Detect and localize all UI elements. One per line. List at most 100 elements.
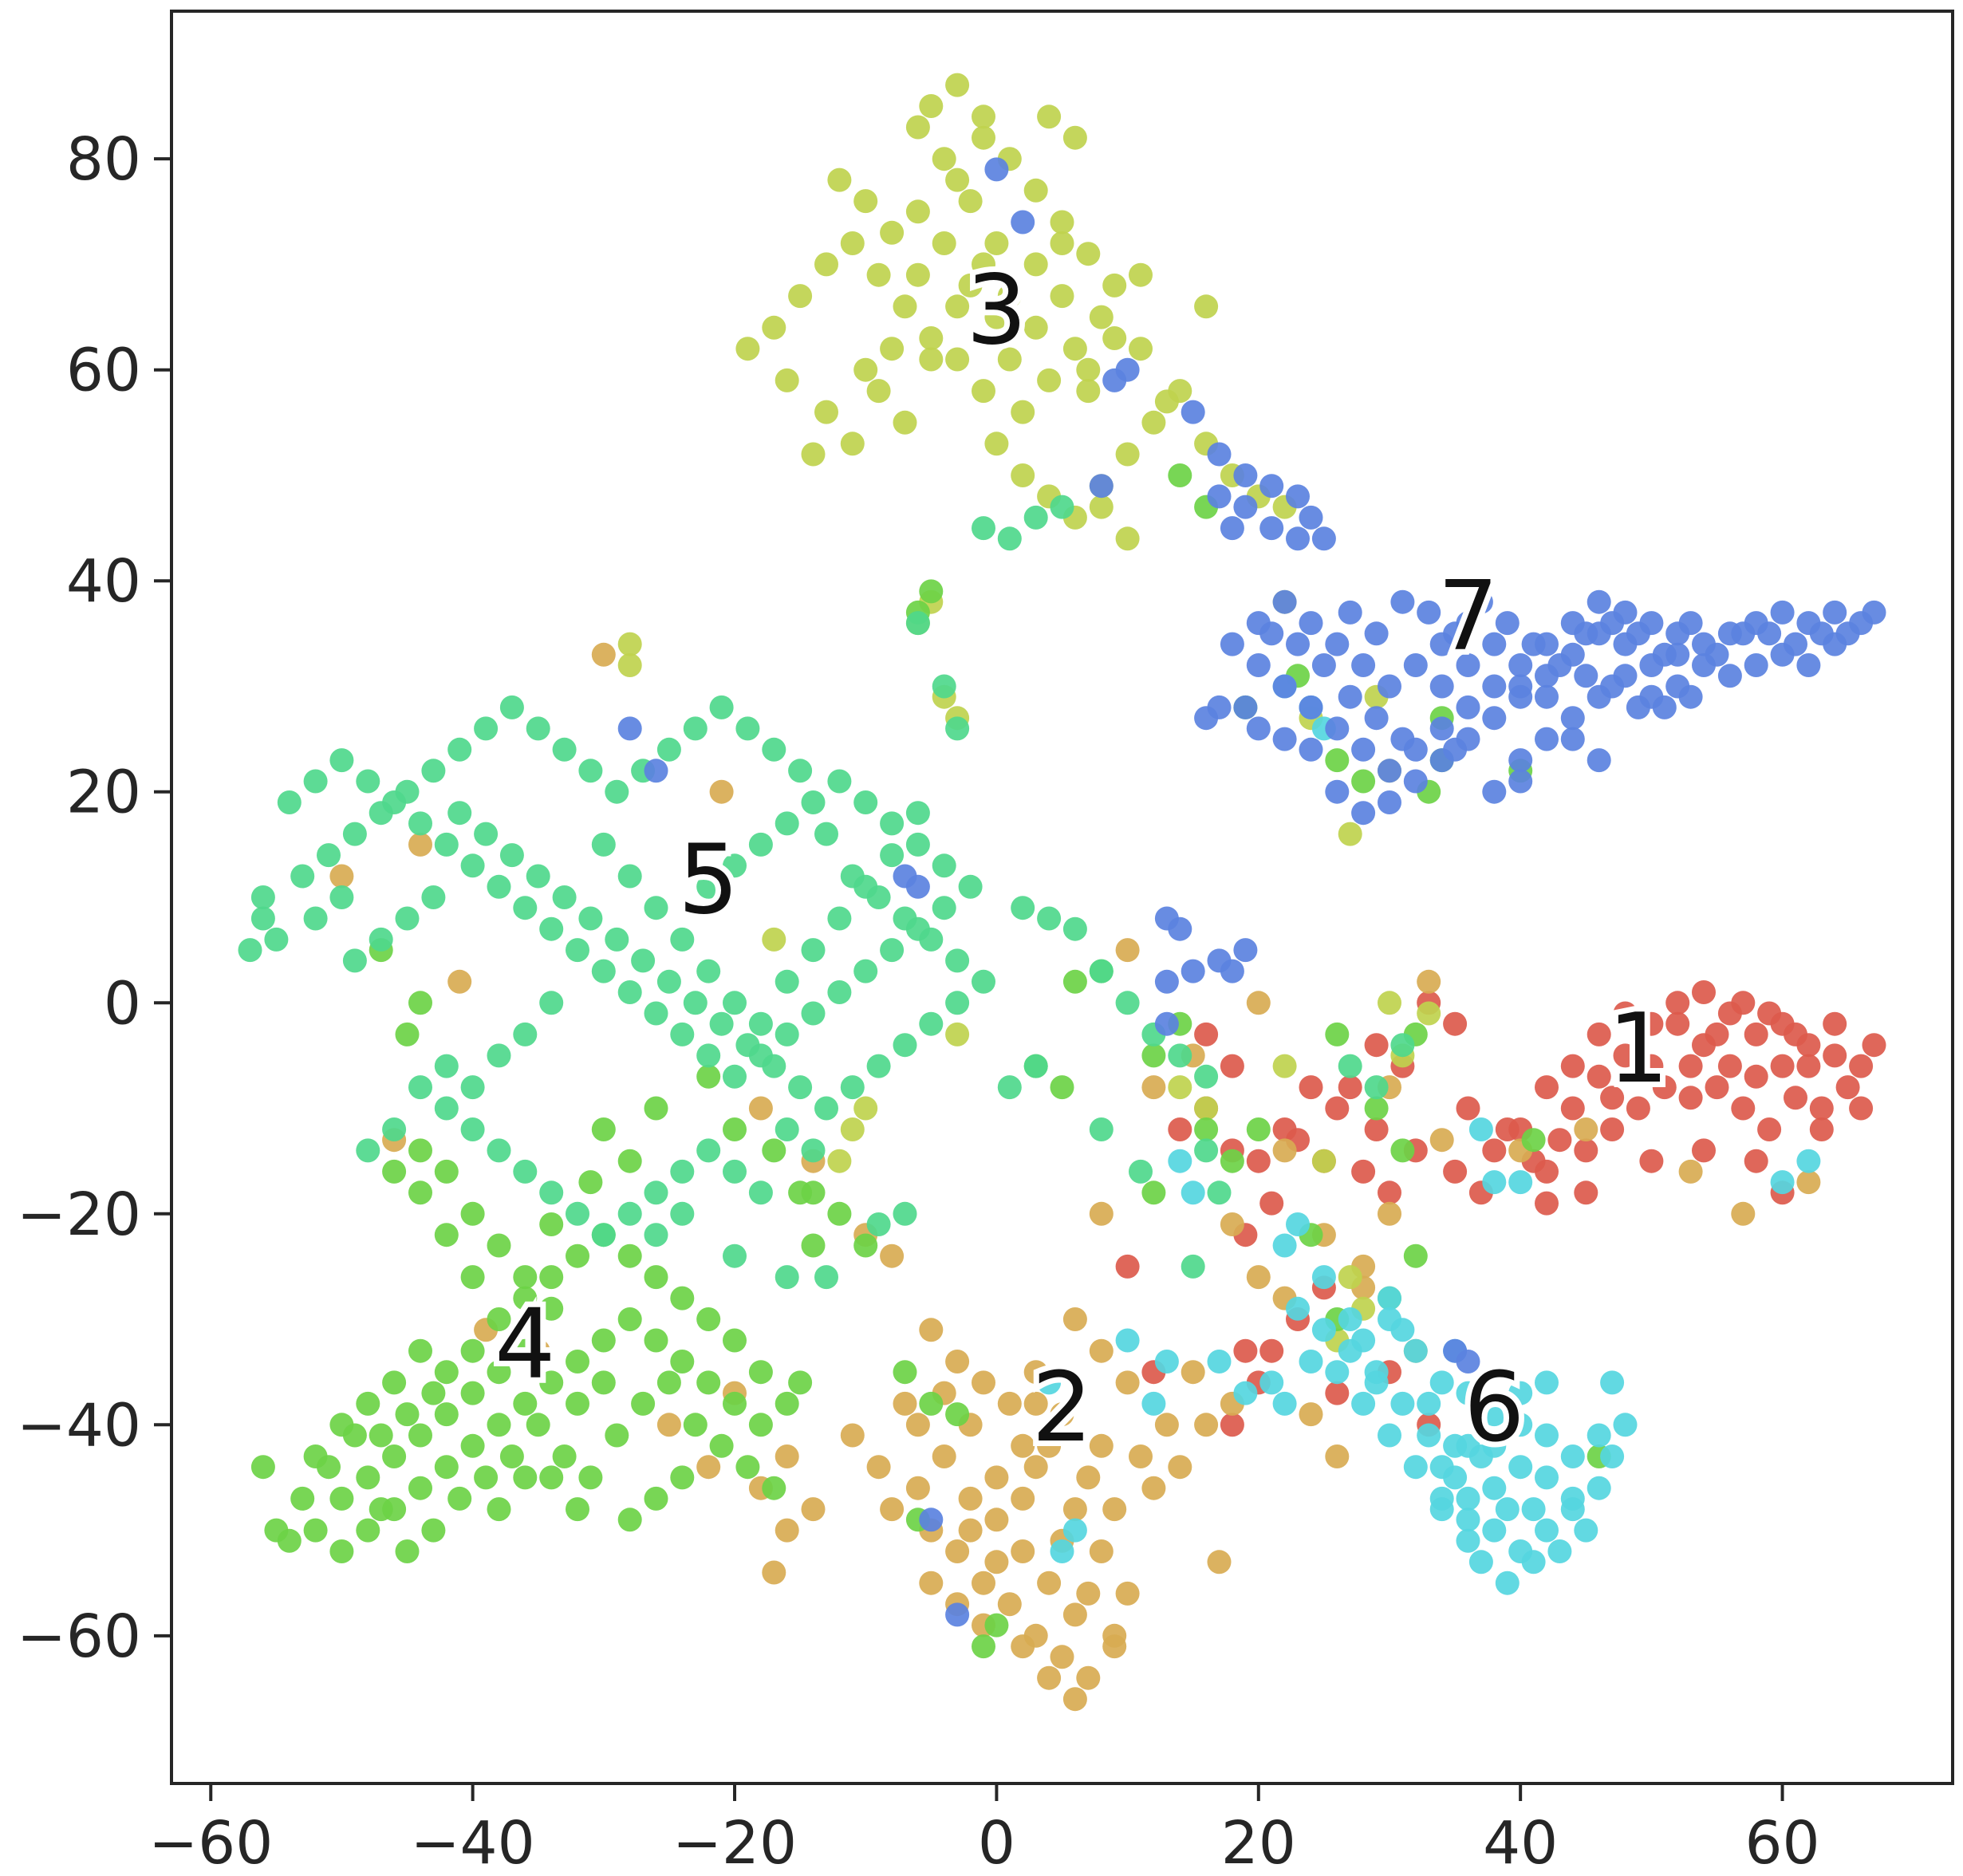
- point-c3-10: [1023, 178, 1048, 203]
- point-c5-144: [644, 1223, 668, 1247]
- point-c5-69: [866, 1054, 891, 1078]
- point-c2-71: [447, 969, 472, 994]
- point-c3-95: [1338, 1265, 1362, 1290]
- point-c1-29: [1482, 1138, 1507, 1163]
- point-c1-18: [1784, 1086, 1807, 1110]
- point-c7-60: [1468, 589, 1493, 614]
- point-c2-36: [1115, 1581, 1140, 1606]
- point-c4-89: [566, 1497, 589, 1522]
- point-c4-104: [1141, 1043, 1166, 1068]
- point-c4-82: [369, 1423, 393, 1448]
- point-c6-3: [1456, 1486, 1480, 1511]
- y-tick-label: −60: [17, 1602, 141, 1671]
- point-c5-96: [566, 1201, 589, 1226]
- point-c5-46: [474, 716, 499, 741]
- point-c3-82: [853, 1096, 878, 1121]
- point-c6-59: [1456, 1528, 1480, 1553]
- point-c4-8: [303, 1518, 328, 1543]
- point-c5-76: [683, 991, 708, 1015]
- point-c2-54: [1023, 1455, 1048, 1480]
- point-c5-117: [775, 969, 799, 994]
- point-c2-6: [880, 1497, 905, 1522]
- point-c2-18: [984, 1508, 1009, 1532]
- point-c5-56: [735, 716, 760, 741]
- point-c1-20: [1731, 1096, 1756, 1121]
- point-c3-56: [905, 115, 930, 140]
- point-c2-31: [919, 1318, 944, 1342]
- point-c7-13: [1325, 716, 1350, 741]
- point-c2-84: [1325, 1444, 1350, 1468]
- point-c5-43: [395, 779, 420, 804]
- point-c4-106: [1141, 1180, 1166, 1205]
- point-c6-32: [1521, 1550, 1546, 1574]
- point-c7-15: [1378, 759, 1401, 783]
- point-c5-138: [893, 1201, 917, 1226]
- point-c7-53: [1535, 727, 1559, 751]
- point-c4-114: [1220, 1149, 1244, 1173]
- point-c2-10: [997, 1592, 1022, 1617]
- point-c5-153: [1207, 1180, 1232, 1205]
- point-c4-63: [526, 1413, 550, 1437]
- point-c7-126: [1731, 621, 1756, 646]
- point-c6-77: [1154, 1350, 1179, 1374]
- x-tick-label: −60: [148, 1809, 273, 1876]
- point-c5-88: [369, 927, 393, 952]
- point-c4-87: [513, 1465, 538, 1490]
- point-c4-39: [434, 1223, 459, 1247]
- point-c7-65: [1338, 600, 1362, 625]
- point-c3-12: [1076, 242, 1101, 266]
- point-c1-50: [1823, 1011, 1847, 1036]
- point-c4-65: [578, 1465, 603, 1490]
- point-c5-15: [827, 980, 852, 1004]
- point-c7-68: [1259, 621, 1284, 646]
- point-c4-13: [434, 1455, 459, 1480]
- point-c3-86: [1168, 1075, 1192, 1100]
- point-c7-84: [1482, 779, 1507, 804]
- point-c4-66: [605, 1423, 629, 1448]
- point-c5-125: [487, 1043, 511, 1068]
- point-c5-115: [723, 991, 747, 1015]
- point-c1-49: [1796, 1054, 1821, 1078]
- point-c7-51: [1378, 790, 1401, 814]
- point-c2-70: [408, 832, 432, 857]
- point-c1-39: [1168, 1117, 1192, 1141]
- point-c7-61: [1443, 621, 1468, 646]
- point-c5-63: [919, 927, 944, 952]
- point-c4-60: [447, 1486, 472, 1511]
- point-c5-84: [474, 822, 499, 846]
- point-c4-18: [566, 1350, 589, 1374]
- point-c7-87: [1338, 684, 1362, 709]
- point-c4-138: [591, 1117, 616, 1141]
- point-c1-83: [1574, 1180, 1598, 1205]
- point-c3-34: [893, 410, 917, 435]
- point-c1-58: [1535, 1159, 1559, 1184]
- point-c7-54: [1560, 706, 1585, 731]
- point-c7-120: [945, 1602, 970, 1627]
- point-c5-57: [762, 737, 786, 762]
- point-c5-70: [840, 1075, 865, 1100]
- point-c4-47: [539, 1296, 564, 1321]
- point-c5-11: [932, 896, 956, 920]
- point-c3-59: [880, 220, 905, 245]
- cluster-label-4: 4: [495, 1289, 555, 1400]
- point-c4-4: [408, 1423, 432, 1448]
- point-c4-96: [893, 1360, 917, 1385]
- point-c5-157: [1390, 1033, 1415, 1058]
- point-c5-28: [487, 874, 511, 899]
- point-c3-6: [919, 94, 944, 118]
- point-c7-88: [1364, 706, 1389, 731]
- point-c1-52: [1613, 1001, 1638, 1026]
- point-c1-14: [1849, 1054, 1874, 1078]
- point-c4-93: [853, 1233, 878, 1258]
- y-axis: 80 60 40 20 0 −20 −40 −60: [17, 125, 171, 1671]
- point-c4-26: [775, 1391, 799, 1416]
- point-c5-148: [1050, 495, 1074, 519]
- point-c6-31: [1495, 1571, 1520, 1595]
- point-c3-63: [1062, 125, 1087, 150]
- point-c4-76: [670, 1465, 695, 1490]
- point-c3-69: [997, 284, 1022, 309]
- point-c7-86: [1443, 737, 1468, 762]
- point-c5-98: [617, 1201, 642, 1226]
- point-c4-101: [1062, 969, 1087, 994]
- point-c4-21: [644, 1328, 668, 1353]
